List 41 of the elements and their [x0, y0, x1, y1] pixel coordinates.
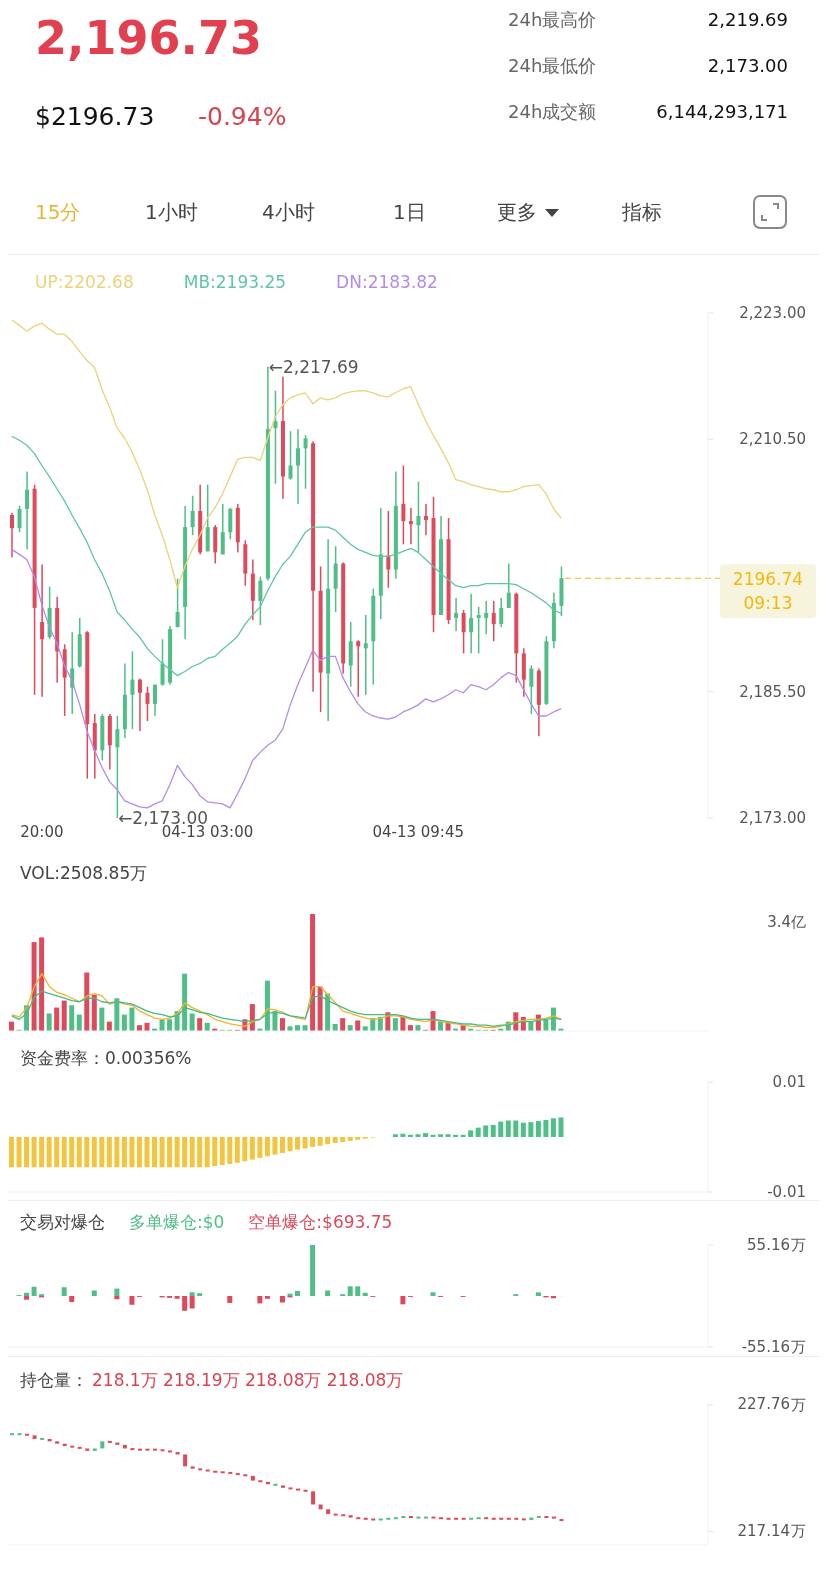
y-tick-label: -55.16万: [741, 1337, 806, 1356]
text: 6,144,293,171: [656, 101, 788, 123]
series-label: UP:2202.68: [35, 271, 134, 294]
annotation: ←2,217.69: [268, 356, 359, 377]
x-tick-label: 04-13 09:45: [372, 822, 465, 841]
chart-subtitle: 218.1万 218.19万 218.08万 218.08万: [92, 1369, 404, 1392]
y-tick-label: 55.16万: [747, 1235, 806, 1254]
y-tick-label: 2,185.50: [739, 682, 806, 701]
text: 15分: [35, 200, 81, 224]
text: 指标: [622, 200, 662, 224]
text: 24h成交额: [508, 101, 597, 123]
text: 24h最高价: [508, 9, 597, 31]
text: DN:2183.82: [336, 271, 438, 294]
text: MB:2193.25: [183, 271, 287, 294]
text: 3.4亿: [767, 912, 806, 932]
chart-title: VOL:2508.85万: [20, 862, 148, 885]
y-tick-label: 2,223.00: [739, 303, 806, 322]
text: -0.94%: [198, 102, 287, 132]
y-tick-label: 2,210.50: [739, 429, 806, 448]
y-tick-label: 227.76万: [737, 1395, 806, 1414]
x-tick-label: 20:00: [20, 822, 64, 841]
chart-title: 持仓量：: [20, 1369, 88, 1392]
y-tick-label: 217.14万: [737, 1521, 806, 1540]
text: 2,173.00: [707, 55, 788, 77]
text: 更多: [497, 200, 537, 224]
text: 2,219.69: [707, 9, 788, 31]
text: 1日: [393, 200, 426, 224]
chart-title: 资金费率：0.00356%: [20, 1047, 192, 1070]
text: 24h最低价: [508, 55, 597, 77]
text: 空单爆仓:$693.75: [248, 1211, 393, 1234]
text: 多单爆仓:$0: [129, 1211, 225, 1234]
chart-title: 交易对爆仓: [20, 1211, 105, 1234]
y-tick-label: 2,173.00: [739, 808, 806, 827]
y-tick-label: -0.01: [767, 1182, 806, 1201]
text: 2,196.73: [35, 11, 262, 65]
y-tick-label: 0.01: [772, 1072, 806, 1091]
ref-line-label: 2196.74: [732, 569, 804, 590]
text: 1小时: [145, 200, 198, 224]
text: 09:13: [743, 593, 793, 614]
text: 4小时: [262, 200, 315, 224]
text: $2196.73: [35, 102, 155, 132]
